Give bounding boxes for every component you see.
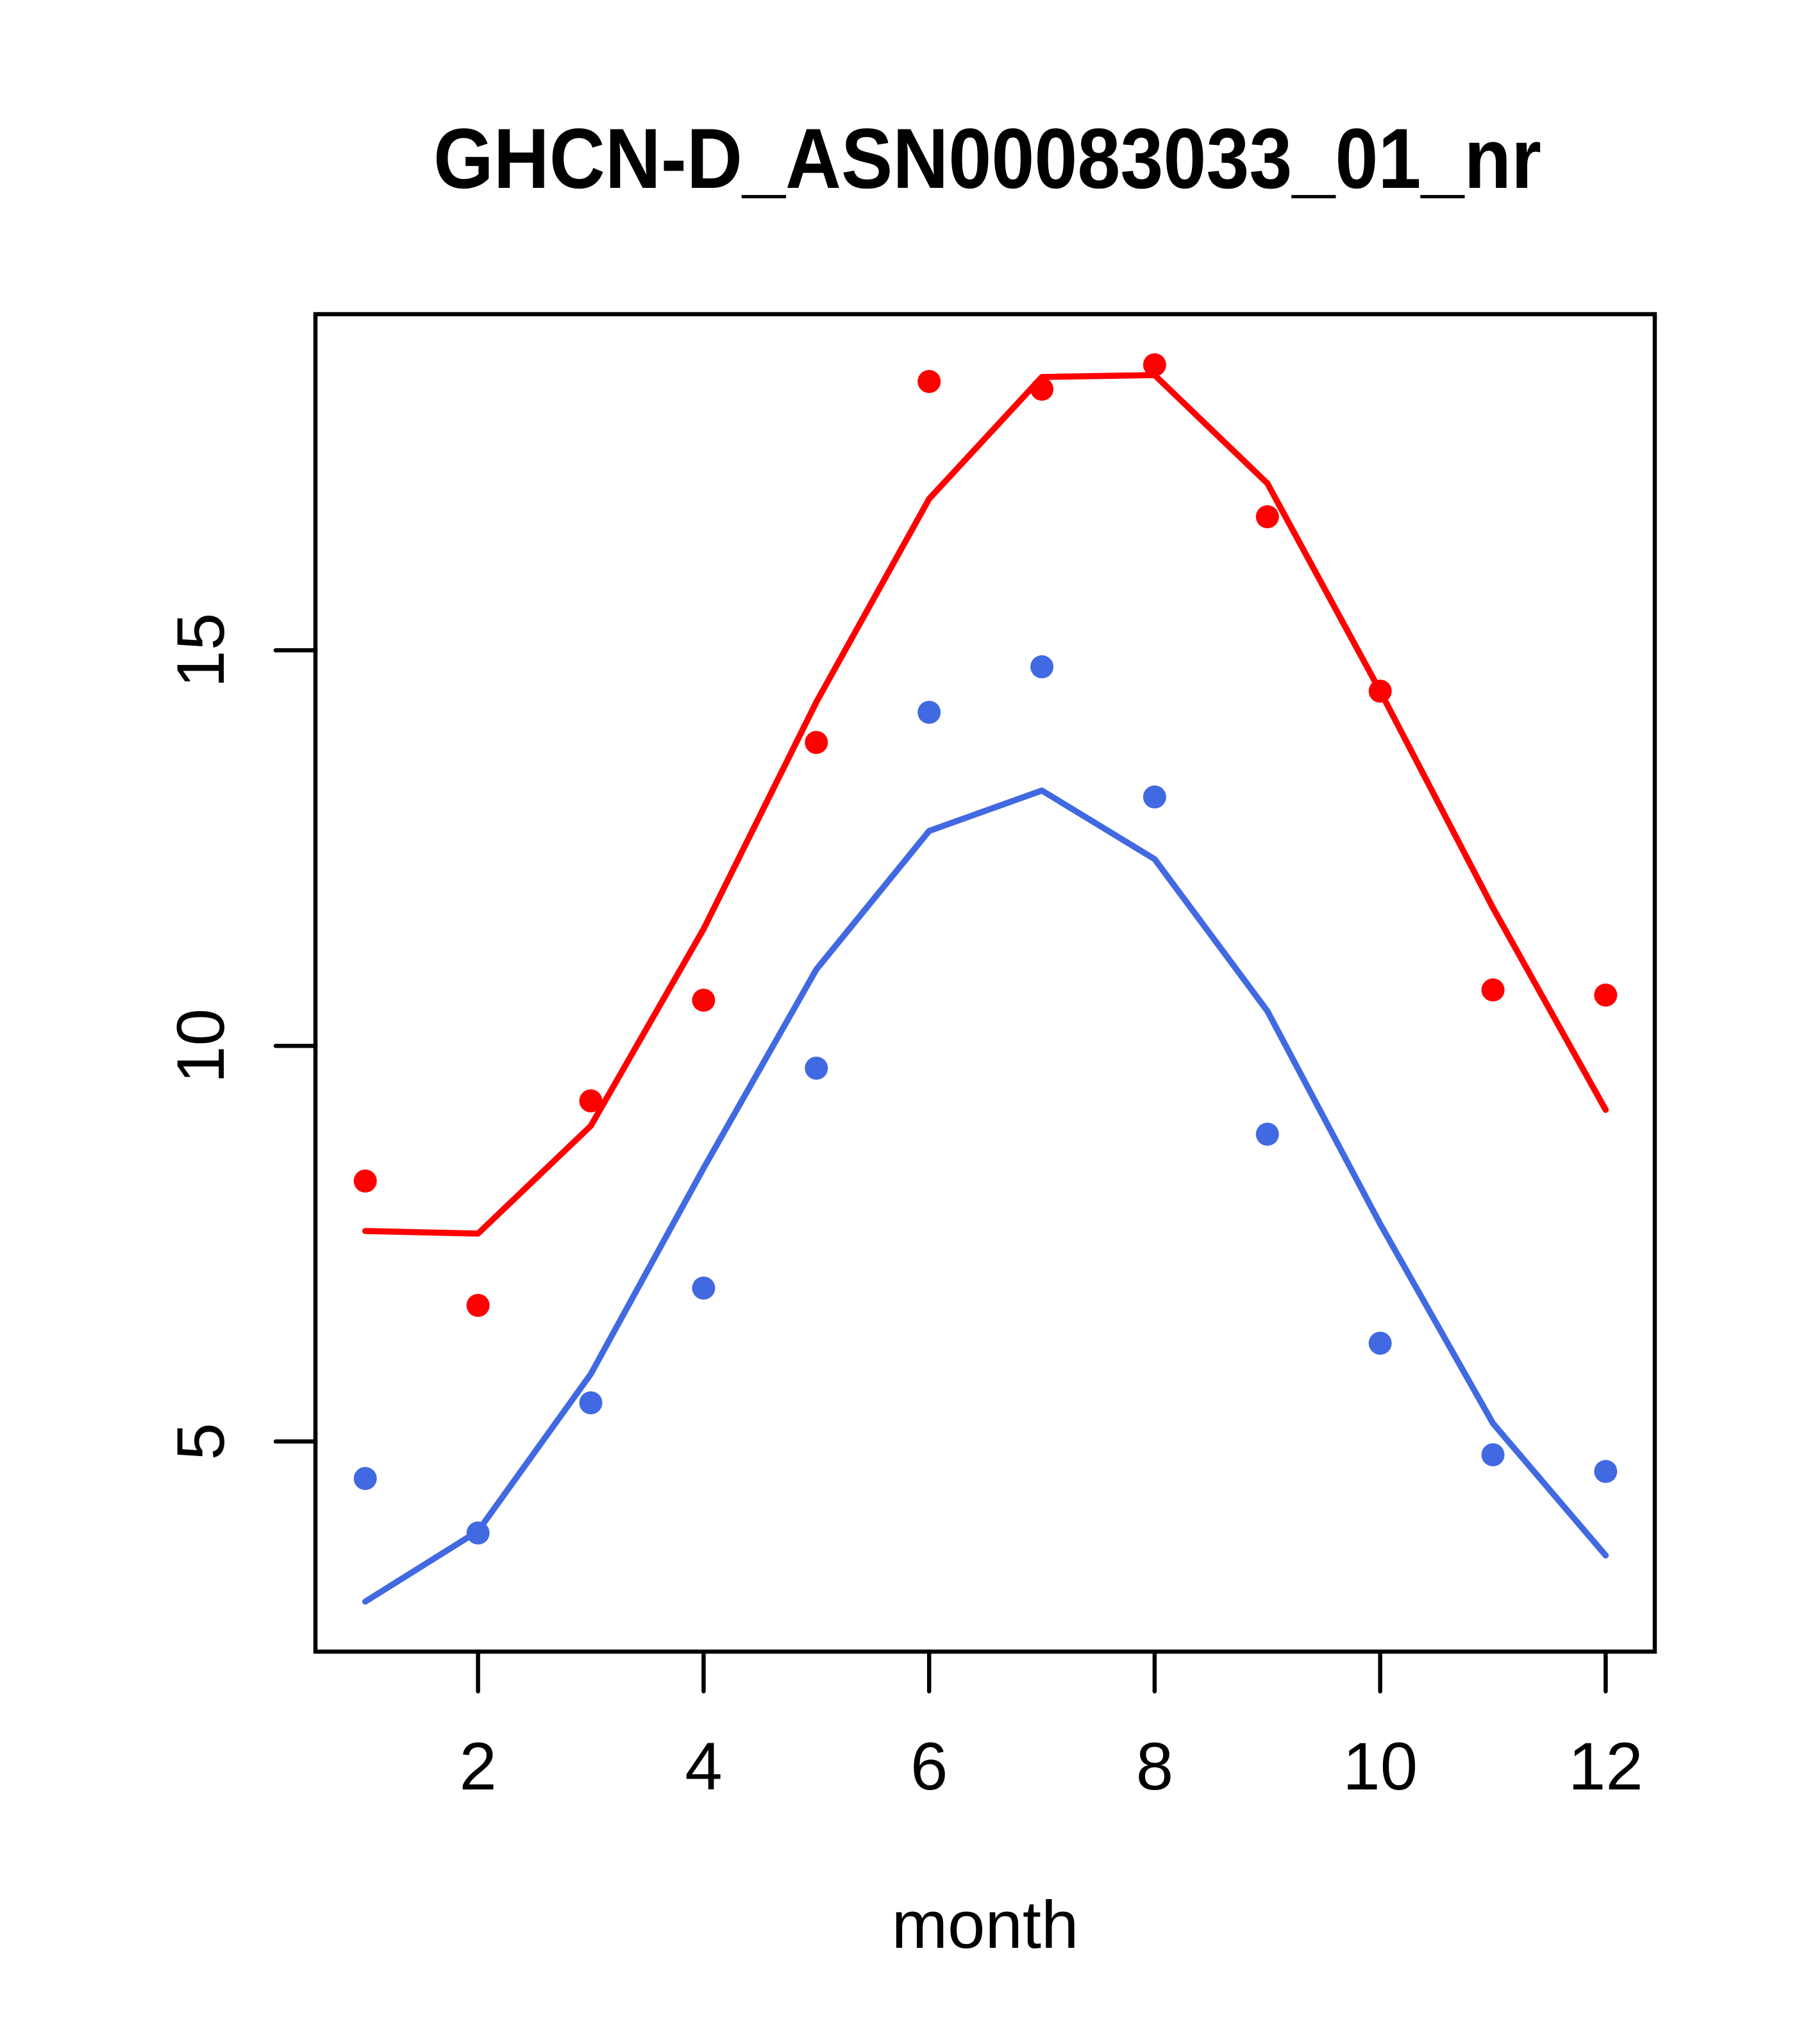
- svg-text:month: month: [892, 1888, 1079, 1963]
- svg-text:6: 6: [910, 1729, 948, 1804]
- svg-text:4: 4: [685, 1729, 722, 1804]
- svg-text:15: 15: [163, 613, 239, 688]
- svg-text:5: 5: [163, 1423, 239, 1460]
- svg-text:GHCN-D_ASN00083033_01_nr: GHCN-D_ASN00083033_01_nr: [433, 112, 1541, 206]
- svg-text:8: 8: [1136, 1729, 1173, 1804]
- svg-text:2: 2: [459, 1729, 496, 1804]
- svg-text:10: 10: [1343, 1729, 1418, 1804]
- svg-text:10: 10: [163, 1009, 239, 1084]
- svg-text:12: 12: [1568, 1729, 1643, 1804]
